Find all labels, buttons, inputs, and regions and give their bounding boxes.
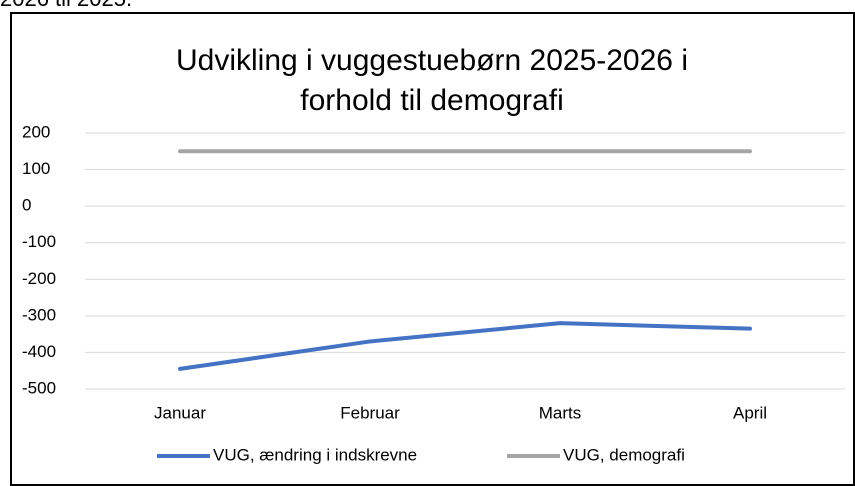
- chart-title: Udvikling i vuggestuebørn 2025-2026 i: [176, 44, 688, 77]
- y-tick-label: -200: [22, 269, 56, 288]
- chart-frame: [10, 12, 855, 486]
- x-tick-label: Januar: [154, 403, 206, 422]
- x-tick-label: April: [733, 403, 767, 422]
- y-tick-label: -400: [22, 342, 56, 361]
- series-line: [178, 321, 752, 371]
- y-tick-label: -100: [22, 232, 56, 251]
- y-tick-label: 100: [22, 159, 50, 178]
- y-tick-label: -300: [22, 305, 56, 324]
- chart-title: forhold til demografi: [300, 84, 563, 117]
- caption: 2026 til 2025.: [0, 0, 132, 12]
- y-tick-label: 0: [22, 196, 31, 215]
- y-tick-label: 200: [22, 122, 50, 141]
- x-tick-label: Marts: [539, 403, 582, 422]
- legend-label: VUG, demografi: [563, 445, 685, 464]
- x-tick-label: Februar: [340, 403, 400, 422]
- legend-label: VUG, ændring i indskrevne: [213, 445, 417, 464]
- y-tick-label: -500: [22, 378, 56, 397]
